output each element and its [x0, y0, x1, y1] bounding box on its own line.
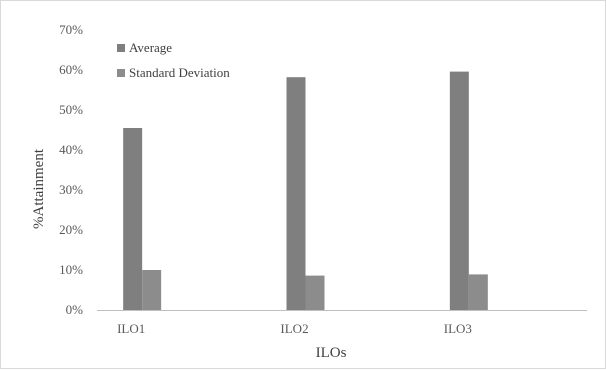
x-tick-label: ILO2 — [280, 321, 308, 336]
y-tick-label: 0% — [66, 302, 84, 317]
bar-average-ilo3 — [449, 71, 469, 310]
x-tick-label: ILO1 — [117, 321, 145, 336]
legend-swatch — [117, 44, 125, 52]
y-tick-label: 40% — [59, 142, 83, 157]
y-tick-label: 60% — [59, 62, 83, 77]
x-axis-ticks: ILO1 ILO2 ILO3 — [117, 321, 472, 336]
legend-label: Average — [129, 40, 172, 55]
legend-label: Standard Deviation — [129, 65, 230, 80]
legend-swatch — [117, 69, 125, 77]
y-tick-label: 10% — [59, 262, 83, 277]
y-tick-label: 50% — [59, 102, 83, 117]
bar-standard-deviation-ilo3 — [468, 274, 488, 310]
bar-standard-deviation-ilo2 — [305, 275, 325, 310]
bar-marks — [123, 71, 488, 310]
y-axis-title: %Attainment — [31, 148, 47, 229]
bar-average-ilo2 — [286, 77, 306, 310]
bar-standard-deviation-ilo1 — [142, 270, 162, 310]
y-tick-label: 20% — [59, 222, 83, 237]
x-tick-label: ILO3 — [444, 321, 472, 336]
y-tick-label: 70% — [59, 22, 83, 37]
y-axis-ticks: 0% 10% 20% 30% 40% 50% 60% 70% — [59, 22, 83, 317]
x-axis-title: ILOs — [316, 345, 347, 361]
y-tick-label: 30% — [59, 182, 83, 197]
legend: Average Standard Deviation — [117, 40, 230, 80]
bar-average-ilo1 — [123, 128, 143, 310]
